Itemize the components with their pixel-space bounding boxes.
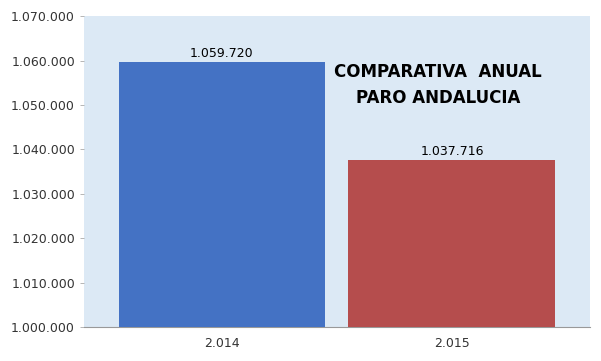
Text: 1.059.720: 1.059.720 bbox=[190, 47, 254, 60]
Bar bbox=[349, 160, 555, 361]
Bar bbox=[118, 62, 326, 361]
Text: COMPARATIVA  ANUAL
PARO ANDALUCIA: COMPARATIVA ANUAL PARO ANDALUCIA bbox=[334, 63, 542, 107]
Text: 1.037.716: 1.037.716 bbox=[420, 145, 484, 158]
